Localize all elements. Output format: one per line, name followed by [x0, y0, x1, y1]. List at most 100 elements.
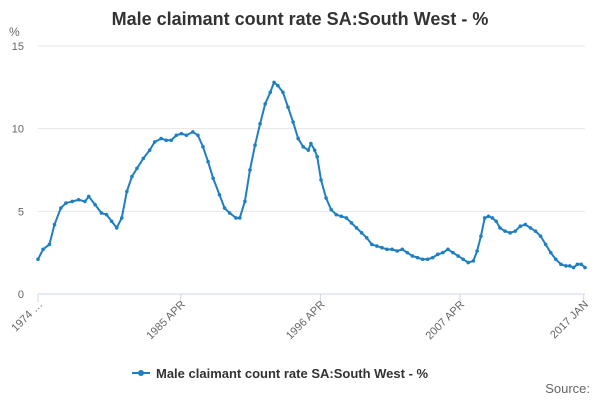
data-point[interactable]: [390, 247, 394, 252]
data-point[interactable]: [466, 260, 471, 265]
data-point[interactable]: [324, 196, 328, 200]
data-point[interactable]: [130, 174, 134, 179]
data-point[interactable]: [380, 245, 384, 250]
data-point[interactable]: [359, 231, 364, 235]
data-point[interactable]: [475, 249, 479, 253]
data-point[interactable]: [420, 257, 425, 262]
data-point[interactable]: [554, 257, 558, 262]
data-point[interactable]: [196, 133, 200, 138]
data-point[interactable]: [461, 257, 465, 262]
data-point[interactable]: [99, 211, 104, 215]
data-point[interactable]: [583, 265, 587, 270]
data-point[interactable]: [263, 102, 267, 106]
data-point[interactable]: [543, 242, 548, 247]
data-point[interactable]: [64, 201, 68, 205]
data-point[interactable]: [369, 242, 374, 247]
data-point[interactable]: [119, 216, 124, 220]
data-point[interactable]: [441, 250, 445, 255]
data-point[interactable]: [575, 262, 580, 267]
data-point[interactable]: [319, 178, 323, 182]
data-point[interactable]: [191, 130, 195, 134]
data-point[interactable]: [312, 148, 317, 152]
data-point[interactable]: [286, 105, 290, 109]
data-point[interactable]: [237, 216, 242, 220]
data-point[interactable]: [301, 145, 306, 149]
data-point[interactable]: [344, 216, 349, 220]
data-point[interactable]: [276, 83, 280, 88]
data-point[interactable]: [513, 229, 517, 233]
data-point[interactable]: [528, 226, 533, 230]
data-point[interactable]: [349, 221, 354, 225]
data-point[interactable]: [486, 214, 491, 219]
data-point[interactable]: [339, 214, 344, 219]
data-point[interactable]: [451, 250, 455, 255]
data-point[interactable]: [479, 234, 483, 238]
data-point[interactable]: [211, 176, 215, 181]
data-point[interactable]: [109, 219, 114, 224]
data-point[interactable]: [571, 265, 576, 270]
data-point[interactable]: [456, 254, 460, 258]
data-point[interactable]: [258, 121, 262, 126]
data-point[interactable]: [405, 250, 410, 255]
data-point[interactable]: [482, 216, 487, 220]
data-point[interactable]: [309, 141, 313, 146]
data-point[interactable]: [243, 199, 247, 204]
data-point[interactable]: [47, 242, 52, 247]
data-point[interactable]: [375, 244, 379, 248]
data-point[interactable]: [435, 252, 440, 257]
data-point[interactable]: [315, 154, 320, 159]
data-point[interactable]: [415, 255, 420, 260]
data-point[interactable]: [567, 264, 572, 268]
data-point[interactable]: [498, 226, 502, 230]
data-point[interactable]: [503, 229, 507, 233]
data-point[interactable]: [248, 168, 252, 172]
data-point[interactable]: [83, 199, 87, 204]
data-point[interactable]: [86, 194, 91, 199]
source-label[interactable]: Source:: [545, 381, 590, 396]
data-point[interactable]: [76, 197, 81, 202]
data-point[interactable]: [446, 247, 450, 252]
data-point[interactable]: [508, 231, 512, 235]
data-point[interactable]: [114, 226, 119, 230]
data-point[interactable]: [272, 80, 276, 85]
data-point[interactable]: [538, 234, 543, 238]
data-point[interactable]: [385, 247, 389, 252]
data-point[interactable]: [201, 145, 205, 149]
data-point[interactable]: [306, 148, 311, 152]
data-point[interactable]: [334, 212, 339, 217]
data-point[interactable]: [518, 224, 523, 229]
data-point[interactable]: [179, 131, 184, 136]
data-point[interactable]: [36, 257, 40, 262]
legend[interactable]: Male claimant count rate SA:South West -…: [132, 366, 429, 381]
data-point[interactable]: [281, 90, 285, 95]
data-point[interactable]: [253, 143, 257, 147]
data-point[interactable]: [400, 247, 405, 252]
data-point[interactable]: [59, 206, 63, 210]
data-point[interactable]: [93, 202, 97, 207]
data-point[interactable]: [268, 90, 273, 95]
data-point[interactable]: [174, 133, 179, 138]
data-point[interactable]: [125, 189, 129, 194]
data-point[interactable]: [579, 262, 583, 267]
data-point[interactable]: [70, 199, 75, 204]
data-point[interactable]: [184, 133, 189, 138]
data-point[interactable]: [564, 264, 568, 268]
data-point[interactable]: [395, 249, 399, 253]
data-point[interactable]: [354, 226, 359, 230]
data-point[interactable]: [152, 140, 157, 144]
data-point[interactable]: [222, 206, 227, 210]
data-point[interactable]: [52, 222, 57, 227]
data-point[interactable]: [104, 212, 109, 217]
data-point[interactable]: [329, 207, 333, 212]
data-point[interactable]: [494, 219, 498, 224]
data-point[interactable]: [490, 216, 495, 220]
data-point[interactable]: [471, 259, 476, 263]
data-point[interactable]: [291, 120, 295, 124]
data-point[interactable]: [410, 254, 415, 258]
data-point[interactable]: [41, 247, 45, 252]
data-point[interactable]: [523, 222, 528, 227]
data-point[interactable]: [206, 159, 210, 164]
data-point[interactable]: [548, 250, 553, 255]
data-point[interactable]: [425, 257, 430, 262]
data-point[interactable]: [135, 166, 139, 171]
